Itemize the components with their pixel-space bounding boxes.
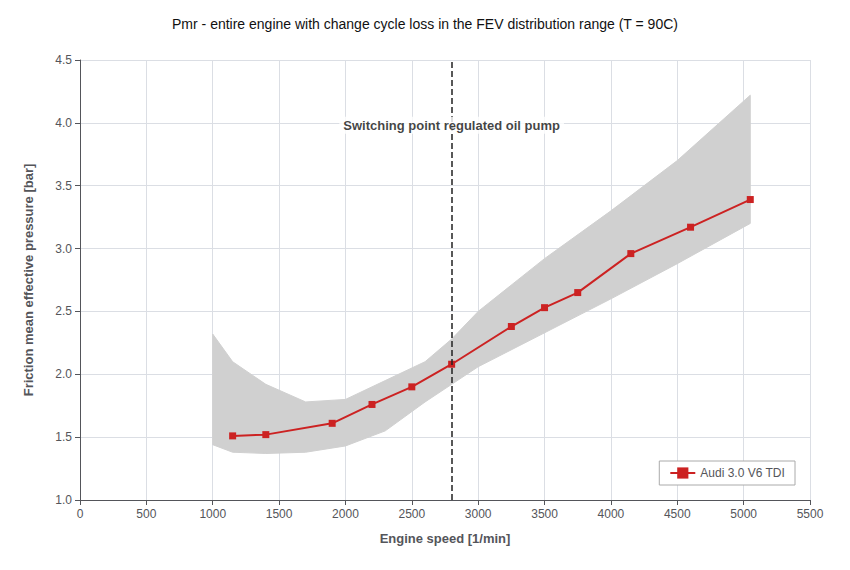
svg-text:2.5: 2.5 xyxy=(55,304,72,318)
svg-text:5500: 5500 xyxy=(797,507,824,521)
svg-text:Audi 3.0 V6 TDI: Audi 3.0 V6 TDI xyxy=(700,466,785,480)
svg-text:3000: 3000 xyxy=(465,507,492,521)
svg-text:1.5: 1.5 xyxy=(55,430,72,444)
svg-text:Friction mean effective pressu: Friction mean effective pressure [bar] xyxy=(21,164,36,397)
svg-text:1000: 1000 xyxy=(199,507,226,521)
svg-text:4.0: 4.0 xyxy=(55,116,72,130)
svg-text:3500: 3500 xyxy=(531,507,558,521)
svg-text:Engine speed [1/min]: Engine speed [1/min] xyxy=(380,531,511,546)
svg-text:1.0: 1.0 xyxy=(55,493,72,507)
svg-text:4.5: 4.5 xyxy=(55,53,72,67)
svg-text:Pmr - entire engine with chang: Pmr - entire engine with change cycle lo… xyxy=(172,16,678,32)
svg-text:5000: 5000 xyxy=(730,507,757,521)
svg-text:2000: 2000 xyxy=(332,507,359,521)
svg-text:4000: 4000 xyxy=(598,507,625,521)
svg-text:Switching point regulated oil: Switching point regulated oil pump xyxy=(343,118,560,133)
svg-text:0: 0 xyxy=(77,507,84,521)
svg-text:3.5: 3.5 xyxy=(55,179,72,193)
svg-text:1500: 1500 xyxy=(266,507,293,521)
svg-text:2.0: 2.0 xyxy=(55,367,72,381)
svg-text:500: 500 xyxy=(136,507,156,521)
svg-text:2500: 2500 xyxy=(398,507,425,521)
svg-text:3.0: 3.0 xyxy=(55,242,72,256)
svg-text:4500: 4500 xyxy=(664,507,691,521)
